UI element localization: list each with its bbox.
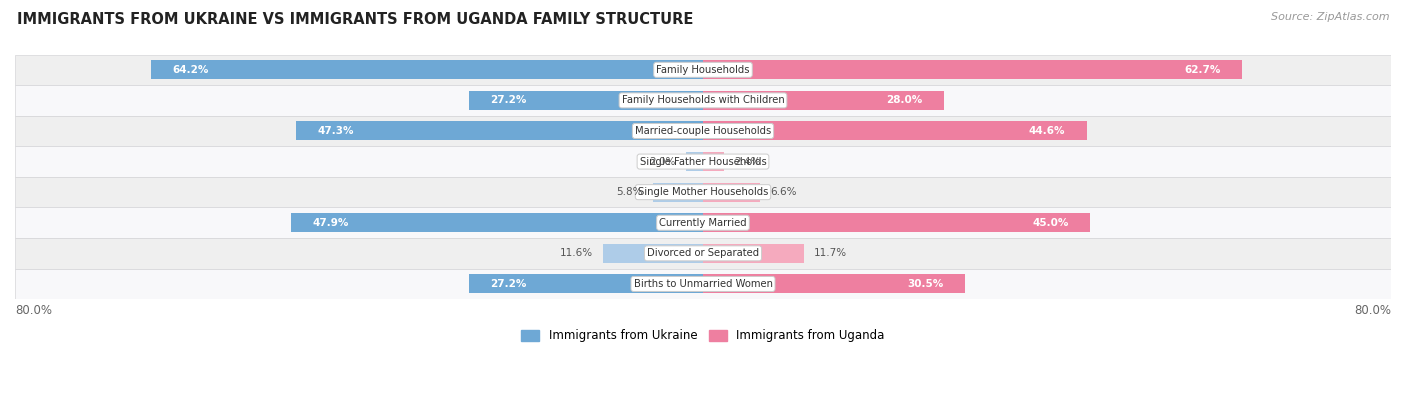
Bar — [703, 152, 724, 171]
Text: Single Mother Households: Single Mother Households — [638, 187, 768, 197]
Bar — [470, 275, 703, 293]
Text: 5.8%: 5.8% — [616, 187, 643, 197]
Text: 44.6%: 44.6% — [1029, 126, 1066, 136]
Text: 28.0%: 28.0% — [886, 95, 922, 105]
Bar — [15, 55, 1391, 85]
Bar — [703, 60, 1243, 79]
Text: Family Households with Children: Family Households with Children — [621, 95, 785, 105]
Bar — [703, 244, 804, 263]
Text: 45.0%: 45.0% — [1032, 218, 1069, 228]
Bar — [703, 213, 1090, 232]
Bar — [15, 207, 1391, 238]
Text: 80.0%: 80.0% — [1354, 304, 1391, 317]
Text: Births to Unmarried Women: Births to Unmarried Women — [634, 279, 772, 289]
Legend: Immigrants from Ukraine, Immigrants from Uganda: Immigrants from Ukraine, Immigrants from… — [517, 325, 889, 347]
Text: 6.6%: 6.6% — [770, 187, 797, 197]
Text: 11.7%: 11.7% — [814, 248, 846, 258]
Text: IMMIGRANTS FROM UKRAINE VS IMMIGRANTS FROM UGANDA FAMILY STRUCTURE: IMMIGRANTS FROM UKRAINE VS IMMIGRANTS FR… — [17, 12, 693, 27]
Text: Source: ZipAtlas.com: Source: ZipAtlas.com — [1271, 12, 1389, 22]
Bar — [15, 116, 1391, 146]
Text: Divorced or Separated: Divorced or Separated — [647, 248, 759, 258]
Bar — [686, 152, 703, 171]
Text: 64.2%: 64.2% — [173, 65, 208, 75]
Text: 80.0%: 80.0% — [15, 304, 52, 317]
Text: 2.4%: 2.4% — [734, 156, 761, 167]
Bar — [470, 91, 703, 110]
Text: 27.2%: 27.2% — [491, 95, 527, 105]
Bar — [703, 122, 1087, 141]
Bar — [654, 182, 703, 202]
Text: 62.7%: 62.7% — [1184, 65, 1220, 75]
Bar — [603, 244, 703, 263]
Text: 47.9%: 47.9% — [312, 218, 349, 228]
Bar — [15, 85, 1391, 116]
Text: 47.3%: 47.3% — [318, 126, 354, 136]
Text: 27.2%: 27.2% — [491, 279, 527, 289]
Bar — [291, 213, 703, 232]
Bar — [703, 91, 943, 110]
Text: 30.5%: 30.5% — [907, 279, 943, 289]
Bar — [297, 122, 703, 141]
Text: 2.0%: 2.0% — [650, 156, 675, 167]
Text: Married-couple Households: Married-couple Households — [636, 126, 770, 136]
Bar — [15, 238, 1391, 269]
Bar — [703, 182, 759, 202]
Text: Currently Married: Currently Married — [659, 218, 747, 228]
Bar — [150, 60, 703, 79]
Bar — [15, 177, 1391, 207]
Bar — [15, 269, 1391, 299]
Bar — [15, 146, 1391, 177]
Bar — [703, 275, 966, 293]
Text: Single Father Households: Single Father Households — [640, 156, 766, 167]
Text: 11.6%: 11.6% — [560, 248, 593, 258]
Text: Family Households: Family Households — [657, 65, 749, 75]
